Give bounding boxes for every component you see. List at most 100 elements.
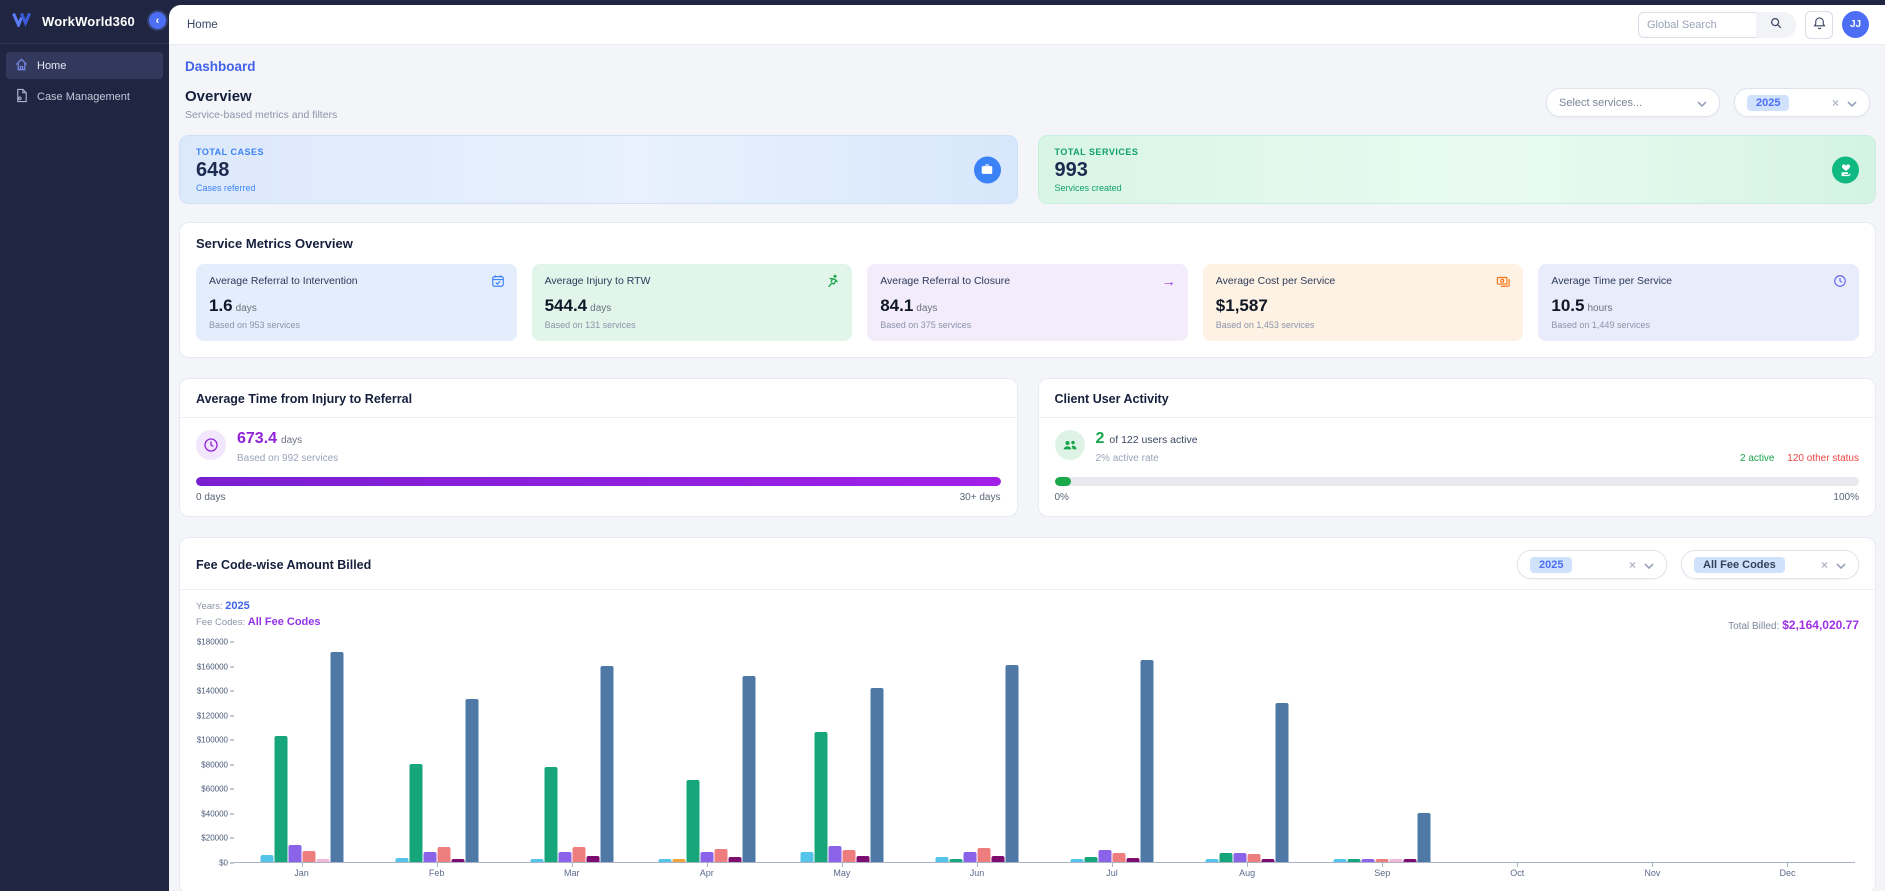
metric-title: Average Injury to RTW (545, 275, 840, 287)
fee-codes-chip: All Fee Codes (1694, 557, 1785, 573)
chart-bar-orange (672, 859, 685, 862)
x-tick-label: Jun (970, 868, 985, 878)
bar-cluster-aug (1206, 642, 1289, 862)
notifications-button[interactable] (1805, 11, 1833, 39)
search-button[interactable] (1756, 12, 1796, 38)
total-cases-value: 648 (196, 159, 1001, 182)
fee-year-chip: 2025 (1530, 557, 1572, 573)
chart-bar-light-blue (395, 858, 408, 862)
clear-icon[interactable]: × (1821, 558, 1828, 572)
chart-bar-steel-blue (465, 699, 478, 862)
chevron-down-icon (1847, 94, 1857, 112)
y-tick-label: $160000 (197, 662, 234, 671)
services-filter-placeholder: Select services... (1559, 97, 1642, 109)
chart-bar-purple (1099, 850, 1112, 862)
progress-min-label: 0 days (196, 492, 225, 503)
clear-icon[interactable]: × (1832, 96, 1839, 110)
chart-bar-steel-blue (600, 666, 613, 862)
chart-bar-purple (423, 852, 436, 862)
sidebar-collapse-button[interactable]: ‹ (147, 10, 168, 31)
chart-bar-steel-blue (330, 652, 343, 862)
service-metrics-section: Service Metrics Overview Average Referra… (179, 222, 1876, 358)
total-cases-sub: Cases referred (196, 183, 1001, 193)
x-tick-label: Apr (700, 868, 714, 878)
chart-bar-purple (700, 852, 713, 862)
x-tick-label: Jul (1106, 868, 1118, 878)
metric-title: Average Cost per Service (1216, 275, 1511, 287)
search-icon (1769, 16, 1783, 33)
service-metrics-heading: Service Metrics Overview (196, 236, 1859, 251)
arrow-right-icon: → (1162, 274, 1176, 288)
fee-codes-dropdown[interactable]: All Fee Codes × (1681, 550, 1859, 579)
x-tick-label: Mar (564, 868, 580, 878)
injury-referral-card: Average Time from Injury to Referral 673… (179, 378, 1018, 517)
search-input[interactable] (1638, 12, 1756, 38)
sidebar-item-case-management[interactable]: Case Management (6, 83, 163, 110)
sidebar-item-label: Home (37, 60, 66, 72)
bar-cluster-apr (658, 642, 755, 862)
year-chip: 2025 (1747, 95, 1789, 111)
total-billed: Total Billed:$2,164,020.77 (1728, 618, 1859, 632)
injury-referral-progress (196, 477, 1001, 486)
y-tick-label: $40000 (201, 809, 234, 818)
y-tick-label: $80000 (201, 760, 234, 769)
card-title: Average Time from Injury to Referral (196, 392, 412, 406)
bar-cluster-feb (395, 642, 478, 862)
chart-bar-salmon (977, 848, 990, 862)
x-tick-label: Feb (429, 868, 445, 878)
chevron-down-icon (1836, 556, 1846, 574)
fee-codes-meta: Fee Codes: All Fee Codes (196, 616, 321, 628)
progress-max-label: 100% (1833, 492, 1859, 503)
workworld360-logo-icon (12, 12, 34, 32)
chart-bar-light-blue (1334, 859, 1347, 862)
year-filter-dropdown[interactable]: 2025 × (1734, 88, 1870, 117)
chevron-left-icon: ‹ (156, 15, 160, 27)
injury-referral-unit: days (281, 435, 302, 446)
sidebar: WorkWorld360 Home Case Management (0, 0, 169, 891)
overview-heading: Overview (185, 88, 337, 105)
metric-value: 84.1days (880, 296, 1175, 316)
chart-bar-dark-magenta (856, 856, 869, 862)
sidebar-item-home[interactable]: Home (6, 52, 163, 79)
fee-chart-card: Fee Code-wise Amount Billed 2025 × All F… (179, 537, 1876, 891)
fee-year-dropdown[interactable]: 2025 × (1517, 550, 1667, 579)
chart-bar-green (1220, 853, 1233, 862)
active-users-of-text: of 122 users active (1109, 434, 1197, 446)
chart-bar-green (544, 767, 557, 862)
total-services-value: 993 (1055, 159, 1860, 182)
x-tick-label: Sep (1374, 868, 1390, 878)
metric-sub: Based on 375 services (880, 320, 1175, 330)
chart-bar-steel-blue (1276, 703, 1289, 862)
x-tick-label: Oct (1510, 868, 1524, 878)
money-icon (1496, 274, 1511, 293)
metric-sub: Based on 1,449 services (1551, 320, 1846, 330)
clock-icon (196, 430, 226, 460)
chart-bar-steel-blue (742, 676, 755, 862)
bar-cluster-mar (530, 642, 613, 862)
y-tick-label: $20000 (201, 834, 234, 843)
x-tick-label: Aug (1239, 868, 1255, 878)
chart-bar-dark-magenta (1262, 859, 1275, 862)
chart-bar-salmon (572, 847, 585, 862)
total-services-card: TOTAL SERVICES 993 Services created (1038, 135, 1877, 204)
avatar[interactable]: JJ (1842, 11, 1869, 38)
services-filter-dropdown[interactable]: Select services... (1546, 88, 1720, 117)
home-icon (14, 57, 29, 75)
chart-bar-purple (1362, 859, 1375, 862)
fee-chart-y-axis: $0$20000$40000$60000$80000$100000$120000… (190, 642, 234, 863)
x-tick-label: Dec (1779, 868, 1795, 878)
chart-bar-dark-magenta (1127, 858, 1140, 862)
chart-bar-green (1348, 859, 1361, 862)
chart-bar-light-blue (1071, 859, 1084, 862)
clear-icon[interactable]: × (1629, 558, 1636, 572)
chart-bar-light-blue (658, 859, 671, 862)
metric-value: 1.6days (209, 296, 504, 316)
metric-title: Average Referral to Intervention (209, 275, 504, 287)
chart-bar-purple (828, 846, 841, 863)
global-search (1638, 12, 1796, 38)
page-title: Dashboard (185, 59, 1876, 74)
chart-bar-dark-magenta (728, 857, 741, 862)
other-status-label: 120 other status (1787, 453, 1859, 464)
calendar-check-icon (491, 274, 505, 293)
chart-bar-salmon (1248, 854, 1261, 862)
